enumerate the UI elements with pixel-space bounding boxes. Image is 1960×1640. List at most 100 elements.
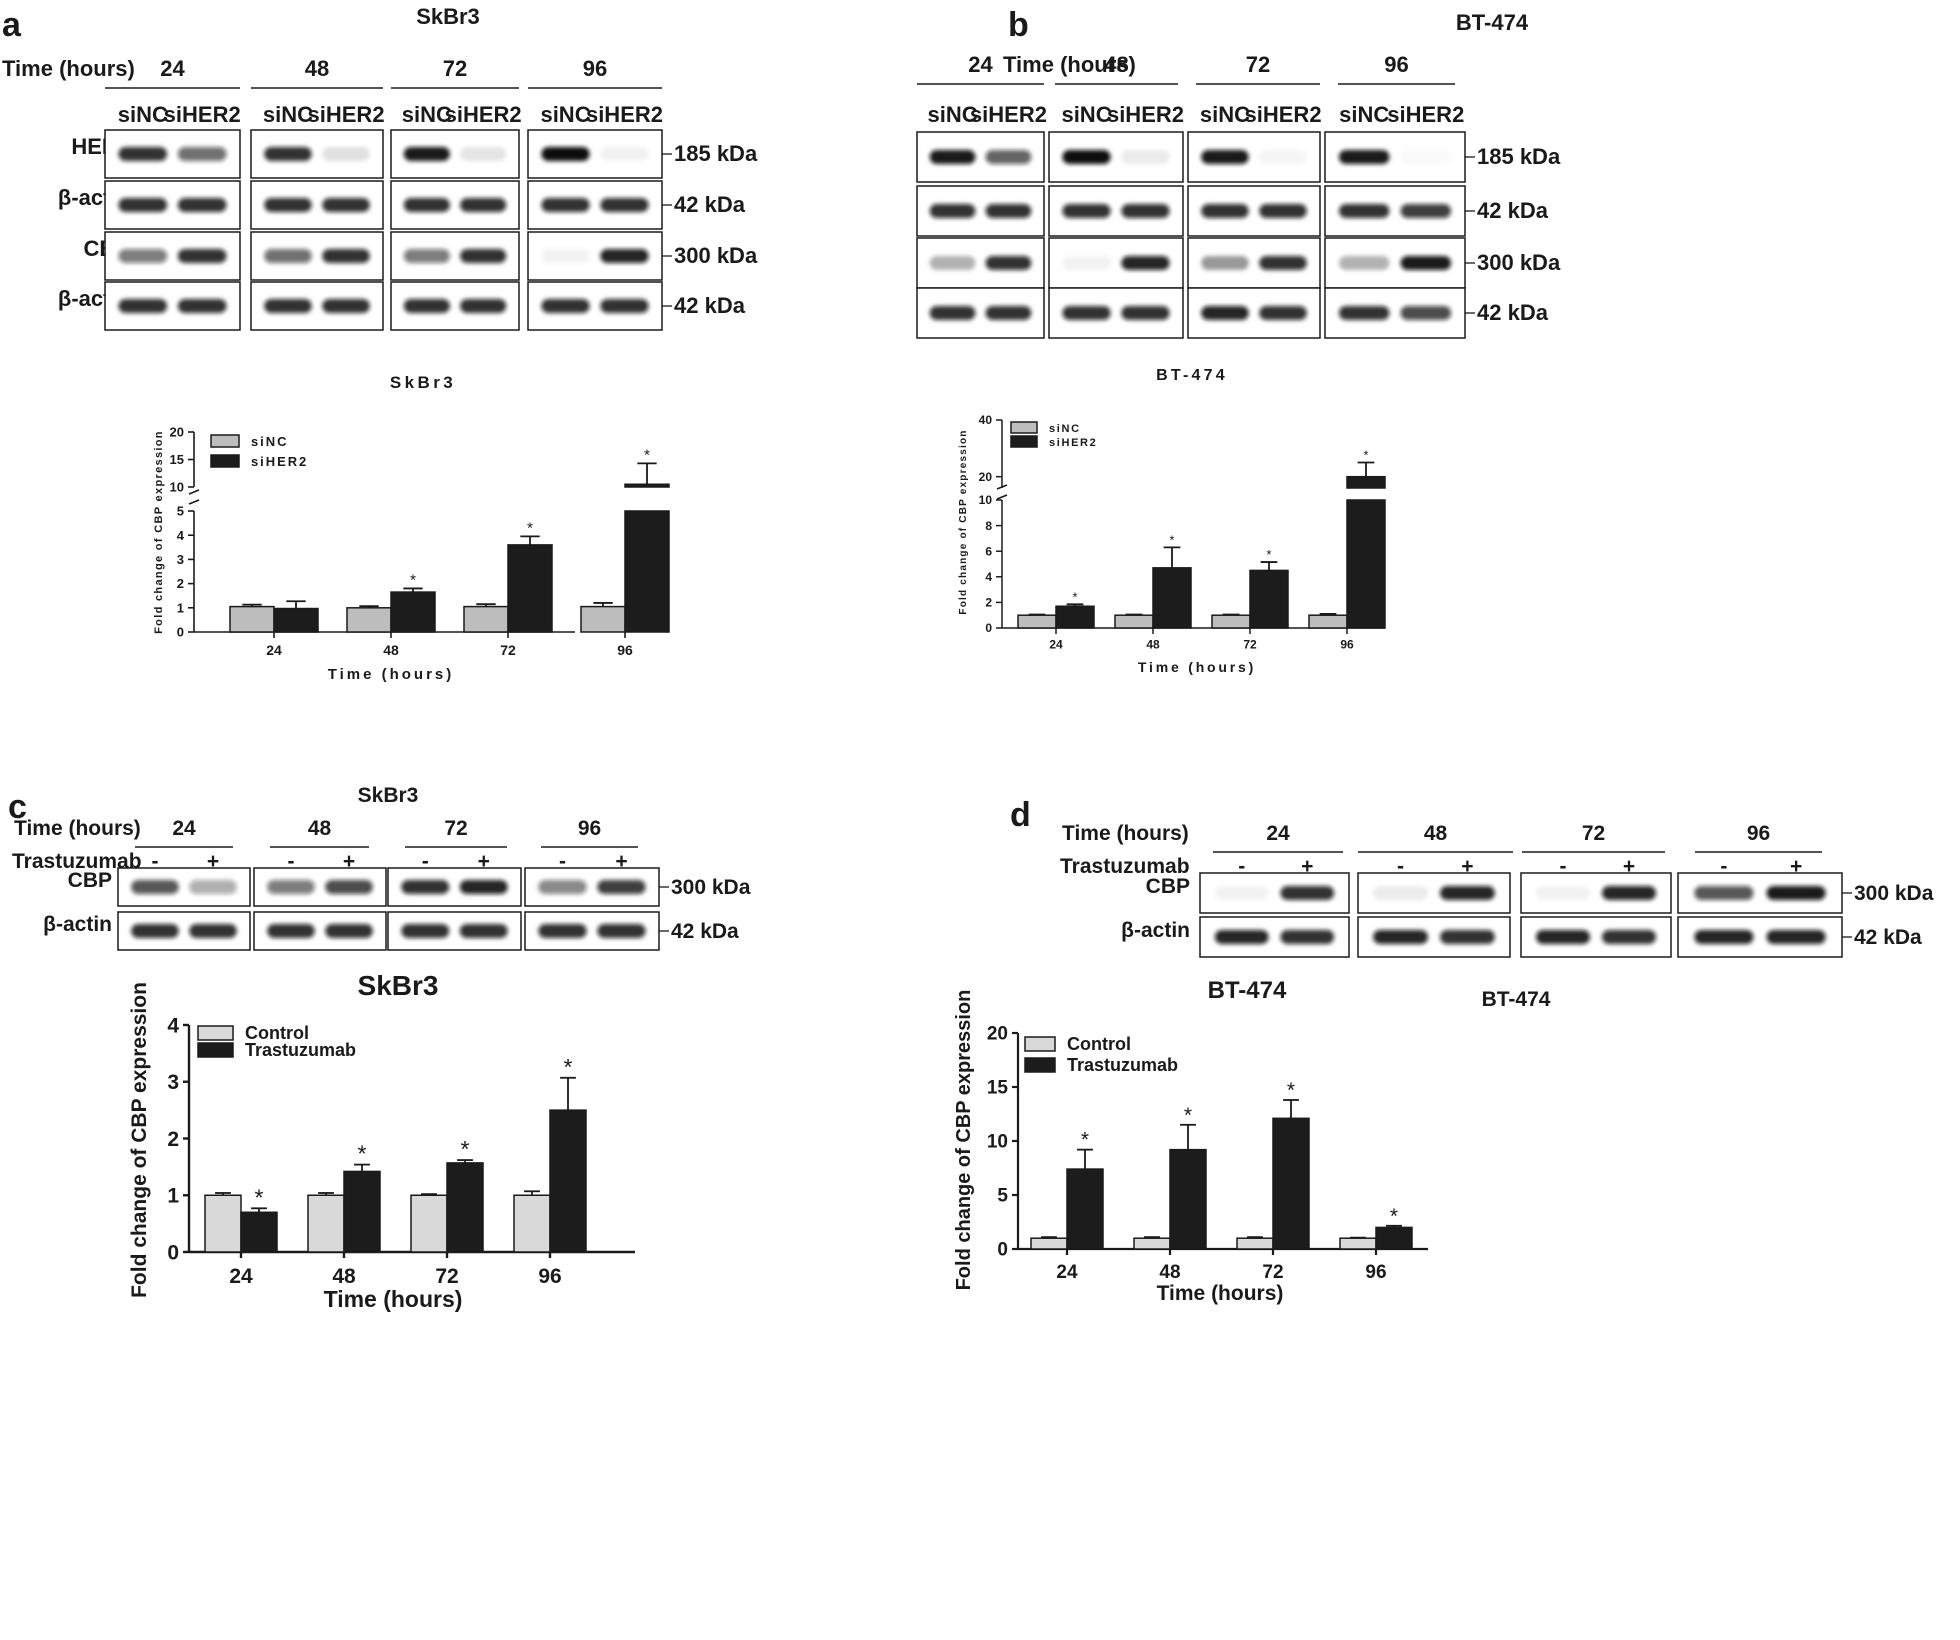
y-axis-label: Fold change of CBP expression [153, 430, 165, 634]
blot-row-label: CBP [68, 869, 112, 892]
x-tick-label: 24 [1049, 637, 1063, 651]
time-point-label: 96 [1747, 822, 1770, 845]
legend-label: siNC [251, 434, 288, 449]
protein-band [1400, 204, 1451, 218]
y-tick-label: 10 [170, 480, 184, 495]
protein-band [189, 880, 237, 894]
bar [463, 605, 509, 633]
x-axis-label: Time (hours) [328, 666, 455, 683]
significance-asterisk: * [461, 1136, 470, 1162]
significance-asterisk: * [255, 1184, 264, 1210]
protein-band [541, 249, 590, 263]
protein-band [177, 299, 227, 313]
bar [580, 605, 626, 633]
legend-label: siHER2 [1049, 437, 1097, 449]
protein-band [538, 880, 587, 894]
bar [1308, 614, 1348, 629]
protein-band [459, 924, 508, 938]
protein-band [118, 299, 168, 313]
molecular-weight-label: 42 kDa [671, 920, 739, 943]
significance-asterisk: * [527, 520, 533, 537]
protein-band [264, 299, 312, 313]
y-tick-label: 0 [985, 621, 992, 635]
molecular-weight-label: 42 kDa [1477, 300, 1549, 325]
protein-band [267, 880, 315, 894]
protein-band [600, 299, 649, 313]
time-point-label: 24 [172, 817, 196, 840]
chart-title: SkBr3 [358, 970, 439, 1001]
protein-band [1766, 886, 1826, 900]
time-label: Time (hours) [1062, 822, 1189, 845]
protein-band [985, 306, 1032, 320]
bar [204, 1194, 242, 1253]
protein-band [1280, 930, 1335, 944]
bar [1017, 614, 1057, 629]
bar-chart-3: BT-474 Time (hours) Fold change of CBP exp… [953, 977, 1428, 1305]
legend-label: Trastuzumab [245, 1040, 356, 1060]
protein-band [1062, 150, 1111, 164]
molecular-weight-label: 300 kDa [674, 243, 758, 268]
legend-swatch [197, 1025, 234, 1041]
protein-band [1062, 256, 1111, 270]
lane-label: - [559, 850, 566, 873]
protein-band [1259, 306, 1307, 320]
significance-asterisk: * [1390, 1205, 1398, 1228]
bar [1346, 475, 1386, 489]
significance-asterisk: * [1363, 448, 1368, 463]
chart-title: BT-474 [1208, 977, 1287, 1004]
lane-label: siNC [927, 102, 977, 127]
time-point-label: 48 [1424, 822, 1448, 845]
protein-band [1259, 204, 1307, 218]
chart-title: BT-474 [1156, 367, 1228, 384]
y-tick-label: 0 [997, 1240, 1008, 1261]
bar [507, 544, 553, 633]
panel-letter: b [1008, 6, 1029, 44]
lane-label: siNC [1200, 102, 1250, 127]
protein-band [322, 299, 370, 313]
protein-band [929, 256, 976, 270]
protein-band [541, 299, 590, 313]
protein-band [177, 198, 227, 212]
lane-label: siHER2 [1107, 102, 1184, 127]
x-tick-label: 96 [617, 642, 633, 658]
lane-label: siHER2 [586, 102, 663, 127]
bar [1211, 614, 1251, 629]
bar [1133, 1237, 1171, 1250]
y-tick-label: 5 [177, 504, 184, 519]
significance-asterisk: * [1072, 589, 1077, 604]
panel-letter: d [1010, 796, 1031, 834]
protein-band [118, 249, 168, 263]
protein-band [985, 204, 1032, 218]
protein-band [325, 880, 373, 894]
protein-band [1536, 930, 1590, 944]
protein-band [459, 880, 508, 894]
bar [1249, 569, 1289, 629]
protein-band [541, 147, 590, 161]
y-tick-label: 10 [987, 1132, 1008, 1153]
lane-label: siHER2 [164, 102, 241, 127]
time-point-label: 96 [1384, 52, 1408, 77]
significance-asterisk: * [1081, 1129, 1089, 1152]
protein-band [1440, 930, 1495, 944]
y-tick-label: 15 [170, 452, 184, 467]
protein-band [131, 880, 179, 894]
protein-band [460, 299, 507, 313]
time-point-label: 96 [583, 56, 607, 81]
y-tick-label: 15 [987, 1078, 1009, 1099]
protein-band [1440, 886, 1495, 900]
lane-label: - [422, 850, 429, 873]
lane-label: siHER2 [308, 102, 385, 127]
chart-title: SkBr3 [390, 373, 456, 392]
protein-band [1201, 256, 1249, 270]
bar [1169, 1148, 1207, 1250]
y-tick-label: 2 [177, 576, 184, 591]
molecular-weight-label: 185 kDa [674, 141, 758, 166]
axis-break-mark [996, 494, 1008, 500]
significance-asterisk: * [1266, 547, 1271, 562]
significance-asterisk: * [1169, 532, 1174, 547]
y-tick-label: 2 [985, 596, 992, 610]
protein-band [1694, 930, 1754, 944]
protein-band [322, 147, 370, 161]
